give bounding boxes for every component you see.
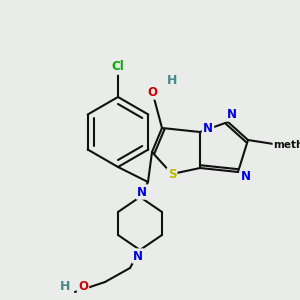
Text: O: O xyxy=(78,280,88,292)
Text: O: O xyxy=(147,85,157,98)
Text: N: N xyxy=(227,107,237,121)
Text: N: N xyxy=(241,169,251,182)
Text: Cl: Cl xyxy=(112,61,124,74)
Text: methyl: methyl xyxy=(274,140,300,150)
Text: H: H xyxy=(60,280,70,292)
Text: N: N xyxy=(137,185,147,199)
Text: S: S xyxy=(168,169,176,182)
Text: H: H xyxy=(167,74,177,86)
Text: N: N xyxy=(203,122,213,134)
Text: N: N xyxy=(133,250,143,262)
